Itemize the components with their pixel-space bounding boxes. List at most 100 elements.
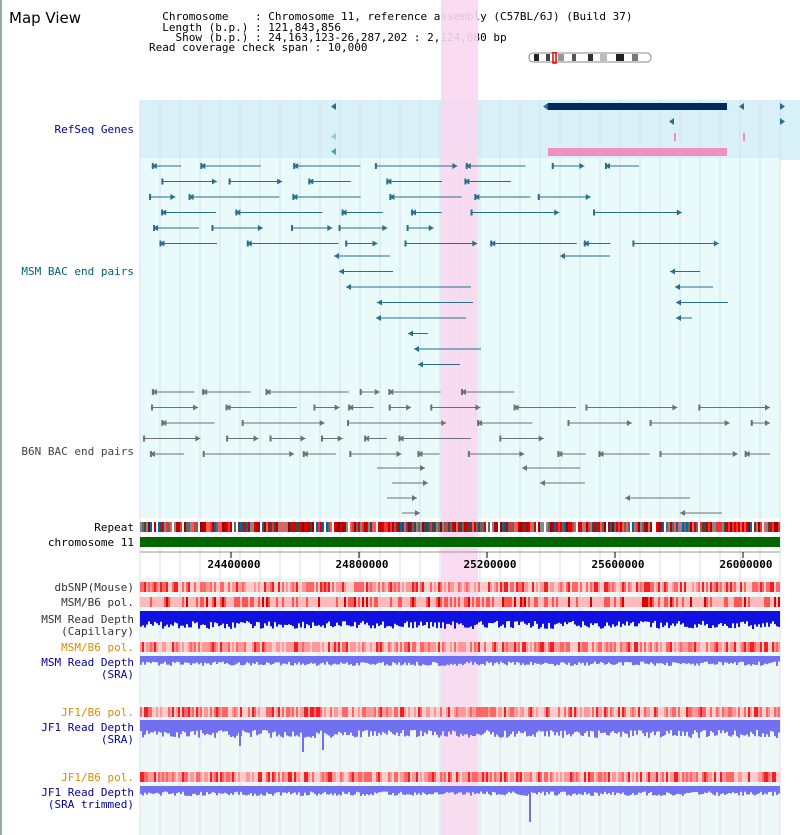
- read-depth-bar: [706, 786, 708, 793]
- read-depth-bar: [414, 611, 416, 622]
- repeat-mark: [506, 522, 508, 532]
- read-depth-bar: [588, 611, 590, 628]
- chromosome-ideogram[interactable]: [528, 52, 652, 64]
- repeat-mark: [418, 522, 420, 532]
- highlight-region[interactable]: [441, 0, 478, 835]
- polymorphism-mark: [328, 772, 330, 782]
- read-depth-bar: [590, 611, 592, 624]
- read-depth-bar: [770, 656, 772, 663]
- polymorphism-mark: [442, 642, 444, 652]
- polymorphism-mark: [332, 582, 334, 592]
- polymorphism-mark: [384, 772, 386, 782]
- read-depth-bar: [180, 611, 182, 626]
- polymorphism-mark: [302, 642, 304, 652]
- polymorphism-mark: [278, 772, 280, 782]
- msm-bac-pair-end: [632, 240, 635, 247]
- polymorphism-mark: [720, 597, 722, 607]
- polymorphism-mark: [342, 597, 344, 607]
- polymorphism-mark: [256, 597, 258, 607]
- read-depth-bar: [584, 656, 586, 666]
- read-depth-bar: [260, 611, 262, 629]
- polymorphism-mark: [398, 642, 400, 652]
- read-depth-bar: [212, 611, 214, 628]
- read-depth-bar: [592, 656, 594, 664]
- read-depth-bar: [762, 656, 764, 666]
- read-depth-bar: [250, 786, 252, 794]
- read-depth-bar: [504, 656, 506, 665]
- b6n-bac-pair-arrow: [540, 480, 545, 486]
- read-depth-bar: [594, 786, 596, 793]
- polymorphism-mark: [776, 597, 778, 607]
- polymorphism-mark: [346, 597, 348, 607]
- msm-depth-capillary-label: MSM Read Depth: [41, 613, 134, 626]
- read-depth-bar: [680, 786, 682, 795]
- polymorphism-mark: [276, 707, 278, 717]
- polymorphism-mark: [614, 707, 616, 717]
- polymorphism-mark: [156, 597, 158, 607]
- polymorphism-mark: [386, 582, 388, 592]
- repeat-mark: [230, 522, 232, 532]
- polymorphism-mark: [290, 772, 292, 782]
- repeat-mark: [426, 522, 428, 532]
- read-depth-bar: [224, 720, 226, 732]
- polymorphism-mark: [554, 772, 556, 782]
- repeat-mark: [372, 522, 374, 532]
- polymorphism-mark: [394, 772, 396, 782]
- polymorphism-mark: [654, 642, 656, 652]
- read-depth-bar: [272, 656, 274, 665]
- polymorphism-mark: [234, 582, 236, 592]
- polymorphism-mark: [648, 772, 650, 782]
- polymorphism-mark: [700, 642, 702, 652]
- b6n-bac-pair-arrow: [396, 451, 402, 457]
- polymorphism-mark: [630, 642, 632, 652]
- polymorphism-mark: [300, 707, 302, 717]
- polymorphism-mark: [462, 597, 464, 607]
- read-depth-bar: [698, 611, 700, 624]
- polymorphism-mark: [472, 642, 474, 652]
- polymorphism-mark: [302, 582, 304, 592]
- read-depth-bar: [264, 656, 266, 665]
- read-depth-bar: [176, 611, 178, 624]
- repeat-mark: [660, 522, 662, 532]
- read-depth-bar: [666, 656, 668, 663]
- msm-bac-pair-arrow: [376, 315, 381, 321]
- polymorphism-mark: [174, 597, 176, 607]
- polymorphism-mark: [492, 582, 494, 592]
- msm-depth-sra-sub: (SRA): [100, 668, 134, 681]
- polymorphism-mark: [434, 597, 436, 607]
- polymorphism-mark: [294, 642, 296, 652]
- polymorphism-mark: [520, 597, 522, 607]
- read-depth-bar: [462, 656, 464, 666]
- polymorphism-mark: [264, 707, 266, 717]
- polymorphism-mark: [488, 772, 490, 782]
- read-depth-bar: [446, 786, 448, 793]
- polymorphism-mark: [498, 582, 500, 592]
- read-depth-bar: [630, 611, 632, 624]
- read-depth-bar: [718, 720, 720, 731]
- read-depth-bar: [648, 611, 650, 622]
- read-depth-bar: [528, 611, 530, 623]
- polymorphism-mark: [518, 707, 520, 717]
- read-depth-bar: [660, 786, 662, 796]
- read-depth-bar: [562, 656, 564, 663]
- read-depth-bar: [632, 611, 634, 622]
- repeat-mark: [696, 522, 698, 532]
- polymorphism-mark: [308, 772, 310, 782]
- read-depth-bar: [140, 656, 142, 665]
- repeat-mark: [234, 522, 236, 532]
- polymorphism-mark: [212, 772, 214, 782]
- read-depth-bar: [346, 786, 348, 795]
- polymorphism-mark: [672, 582, 674, 592]
- read-depth-bar: [348, 720, 350, 735]
- polymorphism-mark: [694, 597, 696, 607]
- polymorphism-mark: [152, 772, 154, 782]
- polymorphism-mark: [740, 772, 742, 782]
- polymorphism-mark: [664, 707, 666, 717]
- read-depth-bar: [388, 720, 390, 731]
- track-features[interactable]: [140, 103, 785, 822]
- read-depth-bar: [364, 786, 366, 796]
- polymorphism-mark: [226, 772, 228, 782]
- repeat-mark: [402, 522, 404, 532]
- read-depth-bar: [284, 786, 286, 793]
